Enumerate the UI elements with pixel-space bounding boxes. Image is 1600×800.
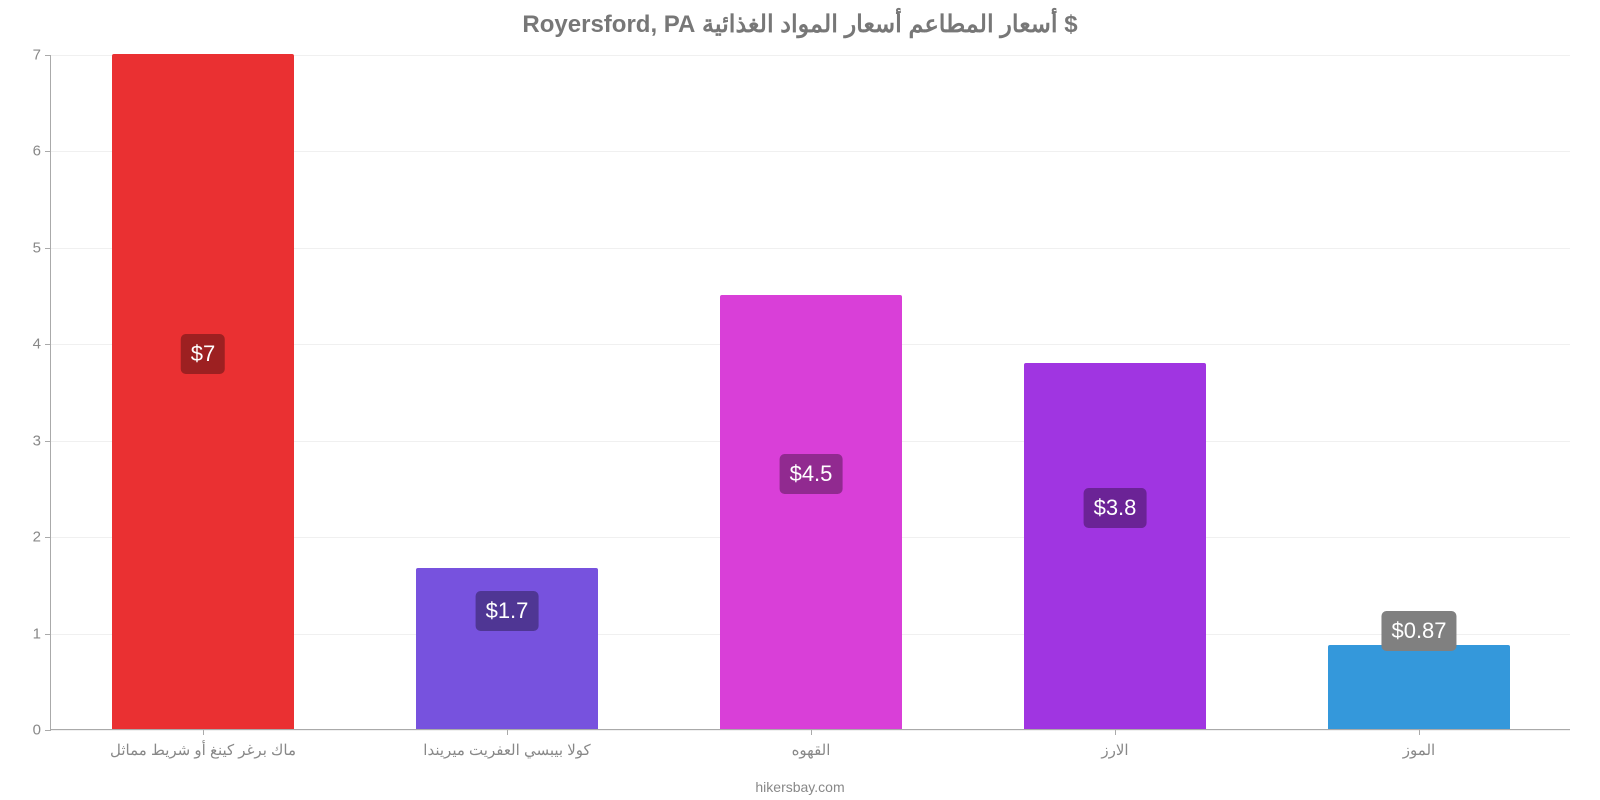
data-label: $1.7 <box>476 591 539 631</box>
chart-title: $ أسعار المطاعم أسعار المواد الغذائية Ro… <box>522 10 1077 39</box>
x-axis-label: كولا بيبسي العفريت ميريندا <box>423 741 590 759</box>
data-label: $7 <box>181 334 225 374</box>
x-axis-label: الموز <box>1403 741 1435 759</box>
x-tick-mark <box>1115 729 1116 735</box>
chart-container: $ أسعار المطاعم أسعار المواد الغذائية Ro… <box>0 0 1600 800</box>
data-label: $0.87 <box>1381 611 1456 651</box>
x-tick-mark <box>203 729 204 735</box>
y-tick-mark <box>45 634 51 635</box>
y-tick-mark <box>45 441 51 442</box>
y-tick-label: 1 <box>33 625 41 642</box>
bar <box>1024 363 1206 729</box>
x-axis-label: الارز <box>1101 741 1128 759</box>
x-tick-mark <box>507 729 508 735</box>
bar <box>112 54 294 729</box>
y-tick-mark <box>45 248 51 249</box>
y-tick-mark <box>45 55 51 56</box>
data-label: $4.5 <box>780 454 843 494</box>
x-axis-label: ماك برغر كينغ أو شريط مماثل <box>110 741 296 759</box>
y-tick-mark <box>45 344 51 345</box>
y-tick-label: 2 <box>33 529 41 546</box>
y-tick-label: 4 <box>33 336 41 353</box>
y-tick-label: 7 <box>33 47 41 64</box>
x-tick-mark <box>1419 729 1420 735</box>
y-tick-label: 3 <box>33 432 41 449</box>
y-tick-label: 6 <box>33 143 41 160</box>
bar <box>720 295 902 729</box>
plot-area: 01234567ماك برغر كينغ أو شريط مماثل$7كول… <box>50 55 1570 730</box>
footer-link[interactable]: hikersbay.com <box>755 779 844 795</box>
y-tick-label: 5 <box>33 239 41 256</box>
data-label: $3.8 <box>1084 488 1147 528</box>
x-tick-mark <box>811 729 812 735</box>
y-tick-mark <box>45 537 51 538</box>
y-tick-mark <box>45 151 51 152</box>
y-tick-mark <box>45 730 51 731</box>
bar <box>1328 645 1510 729</box>
y-tick-label: 0 <box>33 722 41 739</box>
x-axis-label: القهوه <box>792 741 831 759</box>
